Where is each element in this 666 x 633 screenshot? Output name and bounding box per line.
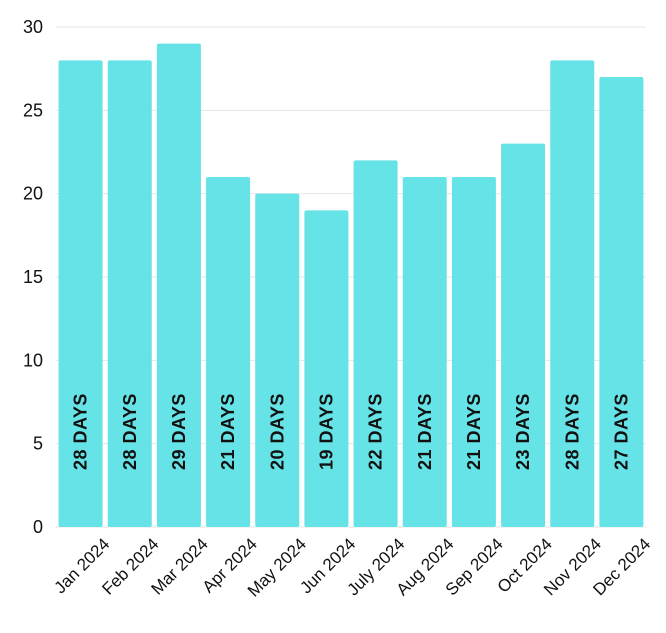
bar-value-label: 20 DAYS <box>267 393 287 470</box>
y-axis-ticks: 0 5 10 15 20 25 30 <box>23 17 43 537</box>
y-tick-label: 15 <box>23 267 43 287</box>
bar-value-label: 19 DAYS <box>316 393 336 470</box>
bar-value-label: 27 DAYS <box>611 393 631 470</box>
bar-value-label: 28 DAYS <box>562 393 582 470</box>
bar-value-label: 21 DAYS <box>415 393 435 470</box>
bar-value-label: 23 DAYS <box>513 393 533 470</box>
bar-value-label: 21 DAYS <box>464 393 484 470</box>
y-tick-label: 20 <box>23 184 43 204</box>
bar <box>107 60 152 527</box>
grid-lines <box>56 26 646 528</box>
y-tick-label: 30 <box>23 17 43 37</box>
bar <box>599 77 644 527</box>
bar <box>206 177 251 527</box>
bar-value-label: 28 DAYS <box>71 393 91 470</box>
y-tick-label: 5 <box>33 434 43 454</box>
bar <box>58 60 103 527</box>
bar-value-label: 22 DAYS <box>366 393 386 470</box>
bar <box>304 210 349 528</box>
bar <box>156 43 201 528</box>
bar <box>501 143 546 527</box>
bar <box>550 60 595 527</box>
bars <box>58 43 644 528</box>
bar <box>353 160 398 528</box>
y-tick-label: 25 <box>23 100 43 120</box>
bar-value-label: 28 DAYS <box>120 393 140 470</box>
bar <box>402 177 447 527</box>
y-tick-label: 10 <box>23 350 43 370</box>
y-tick-label: 0 <box>33 517 43 537</box>
bar-value-labels: 28 DAYS 28 DAYS 29 DAYS 21 DAYS 20 DAYS 19 DA… <box>71 393 632 470</box>
bar <box>255 193 300 527</box>
bar <box>451 177 496 527</box>
bar-value-label: 29 DAYS <box>169 393 189 470</box>
bar-value-label: 21 DAYS <box>218 393 238 470</box>
